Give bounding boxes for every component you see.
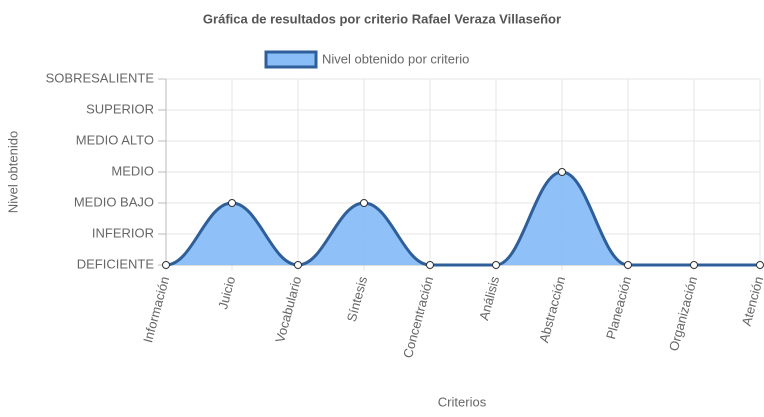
x-tick-label: Juicio [215,275,238,311]
x-tick-label: Organización [666,275,700,353]
y-tick-label: MEDIO BAJO [74,194,154,209]
x-tick-label: Abstracción [536,275,568,344]
y-tick-label: DEFICIENTE [77,256,155,271]
chart-title: Gráfica de resultados por criterio Rafae… [203,11,561,26]
y-tick-label: MEDIO ALTO [76,132,154,147]
x-tick-label: Planeación [603,275,634,341]
point [690,261,698,269]
point [756,261,764,269]
x-tick-label: Síntesis [344,274,371,323]
y-tick-label: MEDIO [111,163,154,178]
point [624,261,632,269]
x-tick-label: Atención [739,275,764,328]
x-tick-label: Vocabulario [272,275,304,345]
x-tick-label: Análisis [476,274,502,322]
point [492,261,500,269]
point [162,261,170,269]
y-tick-label: SOBRESALIENTE [46,70,155,85]
point [228,199,236,207]
area [166,172,760,265]
legend-label: Nivel obtenido por criterio [322,51,469,66]
y-axis-title: Nivel obtenido [5,131,20,213]
line [165,170,760,267]
x-tick-label: Información [140,275,172,344]
point [360,199,368,207]
y-tick-label: SUPERIOR [86,101,154,116]
point [294,261,302,269]
point [558,168,566,176]
legend-swatch [264,50,318,69]
x-axis-title: Criterios [438,394,487,409]
point [426,261,434,269]
x-tick-label: Concentración [400,275,436,360]
y-tick-label: INFERIOR [92,225,154,240]
